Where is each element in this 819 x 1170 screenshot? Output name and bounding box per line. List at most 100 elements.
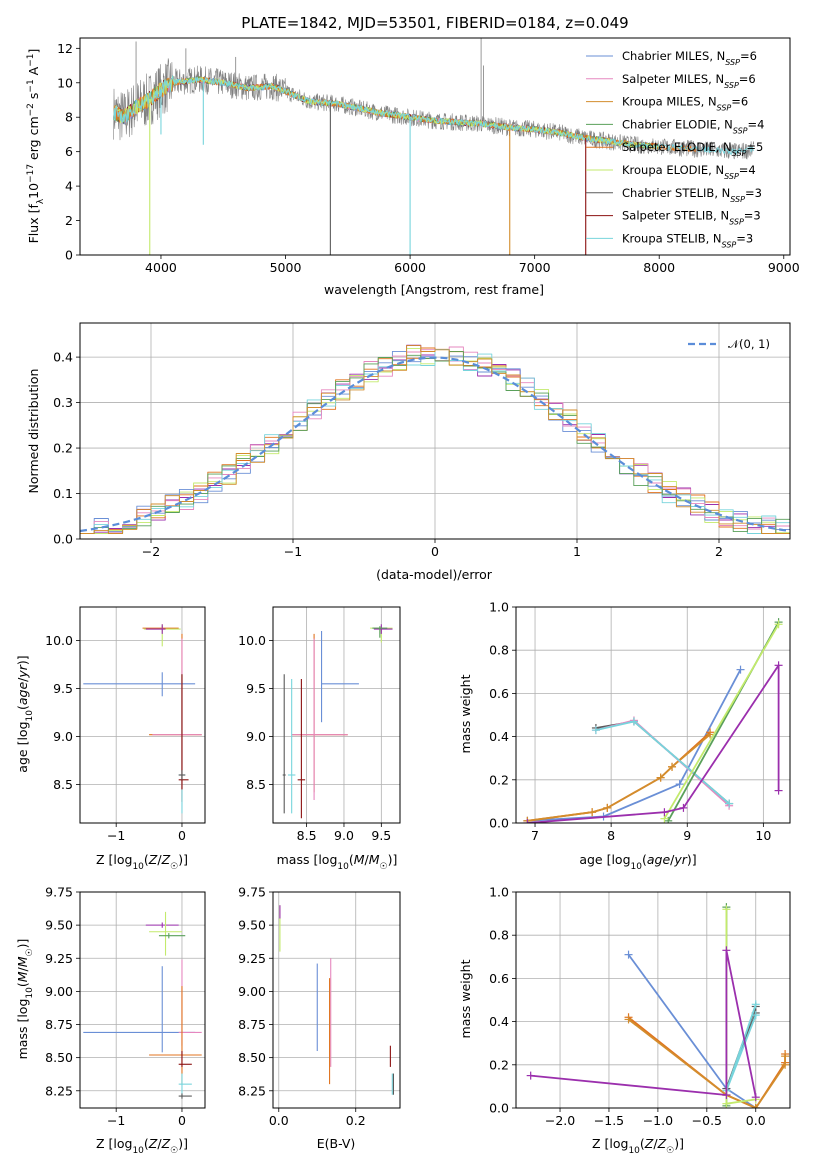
x-tick-label: 1 <box>573 544 581 559</box>
x-tick-label: −2.0 <box>545 1113 575 1128</box>
y-tick-label: 9.00 <box>238 984 266 999</box>
axes-frame <box>515 891 791 1109</box>
figure-title: PLATE=1842, MJD=53501, FIBERID=0184, z=0… <box>241 14 628 32</box>
y-tick-label: 0.1 <box>53 486 73 501</box>
plot-area <box>523 618 783 823</box>
axis-ticks: −1 0 8.5 9.0 9.5 10.0 <box>45 633 186 843</box>
x-tick-label: 0.2 <box>346 1113 366 1128</box>
y-tick-label: 9.5 <box>246 681 266 696</box>
normal-curve <box>80 356 790 533</box>
mass-vs-EBV-xlabel: E(B-V) <box>317 1136 356 1151</box>
y-tick-label: 9.0 <box>53 729 73 744</box>
legend-entry-sub: SSP <box>729 217 744 226</box>
plot-area <box>80 344 790 534</box>
y-tick-label: 0.0 <box>489 816 509 831</box>
legend-entry: Salpeter STELIB, NSSP=3 <box>622 209 761 227</box>
axis-ticks: −2.0 −1.5 −1.0 −0.5 0.0 0.0 0.2 0.4 0.6 0.8 1.0 <box>489 885 766 1129</box>
y-tick-label: 0.4 <box>489 729 509 744</box>
axis-ticks: 7 8 9 10 0.0 0.2 0.4 0.6 0.8 1.0 <box>489 600 771 844</box>
y-tick-label: 10 <box>57 75 73 90</box>
axes-frame <box>272 606 401 824</box>
y-tick-label: 8.25 <box>238 1083 266 1098</box>
x-tick-label: −1.5 <box>594 1113 624 1128</box>
x-tick-label: −1 <box>107 828 125 843</box>
x-tick-label: 4000 <box>145 260 177 275</box>
y-tick-label: 8.75 <box>45 1017 73 1032</box>
y-tick-label: 0.4 <box>53 350 73 365</box>
y-tick-label: 0.2 <box>489 772 509 787</box>
axes-frame <box>79 322 791 540</box>
legend-entry-label: Kroupa STELIB, N <box>622 231 722 245</box>
legend-entry-sub: SSP <box>725 58 740 67</box>
observed-spectrum <box>113 58 755 160</box>
x-tick-label: −1.0 <box>643 1113 673 1128</box>
legend-entry-count: =4 <box>748 117 765 131</box>
y-tick-label: 1.0 <box>489 885 509 900</box>
legend-entry-label: Chabrier ELODIE, N <box>622 117 733 131</box>
legend-entry-sub: SSP <box>722 240 737 249</box>
plot-area <box>83 911 202 1099</box>
legend-entry-count: =4 <box>739 163 756 177</box>
model-spectrum <box>113 75 754 155</box>
axis-ticks: 0.0 0.2 8.25 8.50 8.75 9.00 9.25 9.50 9.75 <box>238 885 366 1129</box>
axes-frame <box>79 37 791 256</box>
y-tick-label: 0.0 <box>489 1101 509 1116</box>
legend-entry-count: =6 <box>731 95 748 109</box>
legend-entry: Chabrier STELIB, NSSP=3 <box>622 186 762 204</box>
weight-series-line <box>530 949 757 1098</box>
y-tick-label: 1.0 <box>489 600 509 615</box>
legend-entry-label: Chabrier STELIB, N <box>622 186 730 200</box>
y-tick-label: 8.50 <box>45 1050 73 1065</box>
y-tick-label: 9.75 <box>238 885 266 900</box>
legend-entry: Salpeter ELODIE, NSSP=5 <box>622 140 763 158</box>
legend-entry-label: Chabrier MILES, N <box>622 49 725 63</box>
legend-entry: Kroupa MILES, NSSP=6 <box>622 95 748 113</box>
x-tick-label: 6000 <box>394 260 426 275</box>
legend-entry-count: =3 <box>744 209 761 223</box>
y-tick-label: 10.0 <box>238 633 266 648</box>
y-tick-label: 9.50 <box>238 918 266 933</box>
y-tick-label: 8.5 <box>53 777 73 792</box>
x-tick-label: −2 <box>142 544 160 559</box>
massweight-vs-Z-ylabel: mass weight <box>458 959 473 1038</box>
legend-entry: Chabrier ELODIE, NSSP=4 <box>622 117 764 135</box>
legend-entry-count: =3 <box>745 186 762 200</box>
y-tick-label: 0.6 <box>489 971 509 986</box>
residuals-xlabel: (data-model)/error <box>376 567 493 582</box>
legend-entry-count: =6 <box>739 72 756 86</box>
massweight-vs-age-ylabel: mass weight <box>458 674 473 753</box>
x-tick-label: 9 <box>683 828 691 843</box>
plot-area <box>113 38 755 255</box>
legend-entry-count: =3 <box>736 231 753 245</box>
x-tick-label: 5000 <box>270 260 302 275</box>
legend-entry-sub: SSP <box>724 172 739 181</box>
spectrum-xlabel: wavelength [Angstrom, rest frame] <box>324 282 544 297</box>
y-tick-label: 0 <box>65 248 73 263</box>
plot-area <box>279 905 395 1095</box>
legend-entry-count: =6 <box>740 49 757 63</box>
y-tick-label: 0.2 <box>53 441 73 456</box>
y-tick-label: 9.25 <box>45 951 73 966</box>
axis-ticks: −1 0 8.25 8.50 8.75 9.00 9.25 9.50 9.75 <box>45 885 186 1129</box>
axis-ticks: 8.5 9.0 9.5 8.5 9.0 9.5 10.0 <box>238 633 391 843</box>
x-tick-label: 8000 <box>643 260 675 275</box>
x-tick-label: 9.0 <box>334 828 354 843</box>
plot-area <box>83 624 202 814</box>
y-tick-label: 8 <box>65 110 73 125</box>
mass-vs-EBV-panel: E(B-V) 0.0 0.2 8.25 8.50 8.75 9.00 9.25 9.50 9.7… <box>238 885 401 1151</box>
x-tick-label: 0.0 <box>746 1113 766 1128</box>
residual-histogram <box>80 345 790 534</box>
axis-ticks: 4000 5000 6000 7000 8000 9000 0 2 4 6 8 10 12 <box>57 41 800 275</box>
y-tick-label: 10.0 <box>45 633 73 648</box>
legend-entry: Kroupa STELIB, NSSP=3 <box>622 231 753 249</box>
x-tick-label: 10 <box>755 828 771 843</box>
axes-frame <box>79 891 206 1109</box>
legend-entry: Chabrier MILES, NSSP=6 <box>622 49 757 67</box>
y-tick-label: 2 <box>65 213 73 228</box>
y-tick-label: 9.50 <box>45 918 73 933</box>
x-tick-label: −1 <box>107 1113 125 1128</box>
y-tick-label: 8.25 <box>45 1083 73 1098</box>
x-tick-label: −1 <box>284 544 302 559</box>
weight-series-line <box>527 669 742 822</box>
